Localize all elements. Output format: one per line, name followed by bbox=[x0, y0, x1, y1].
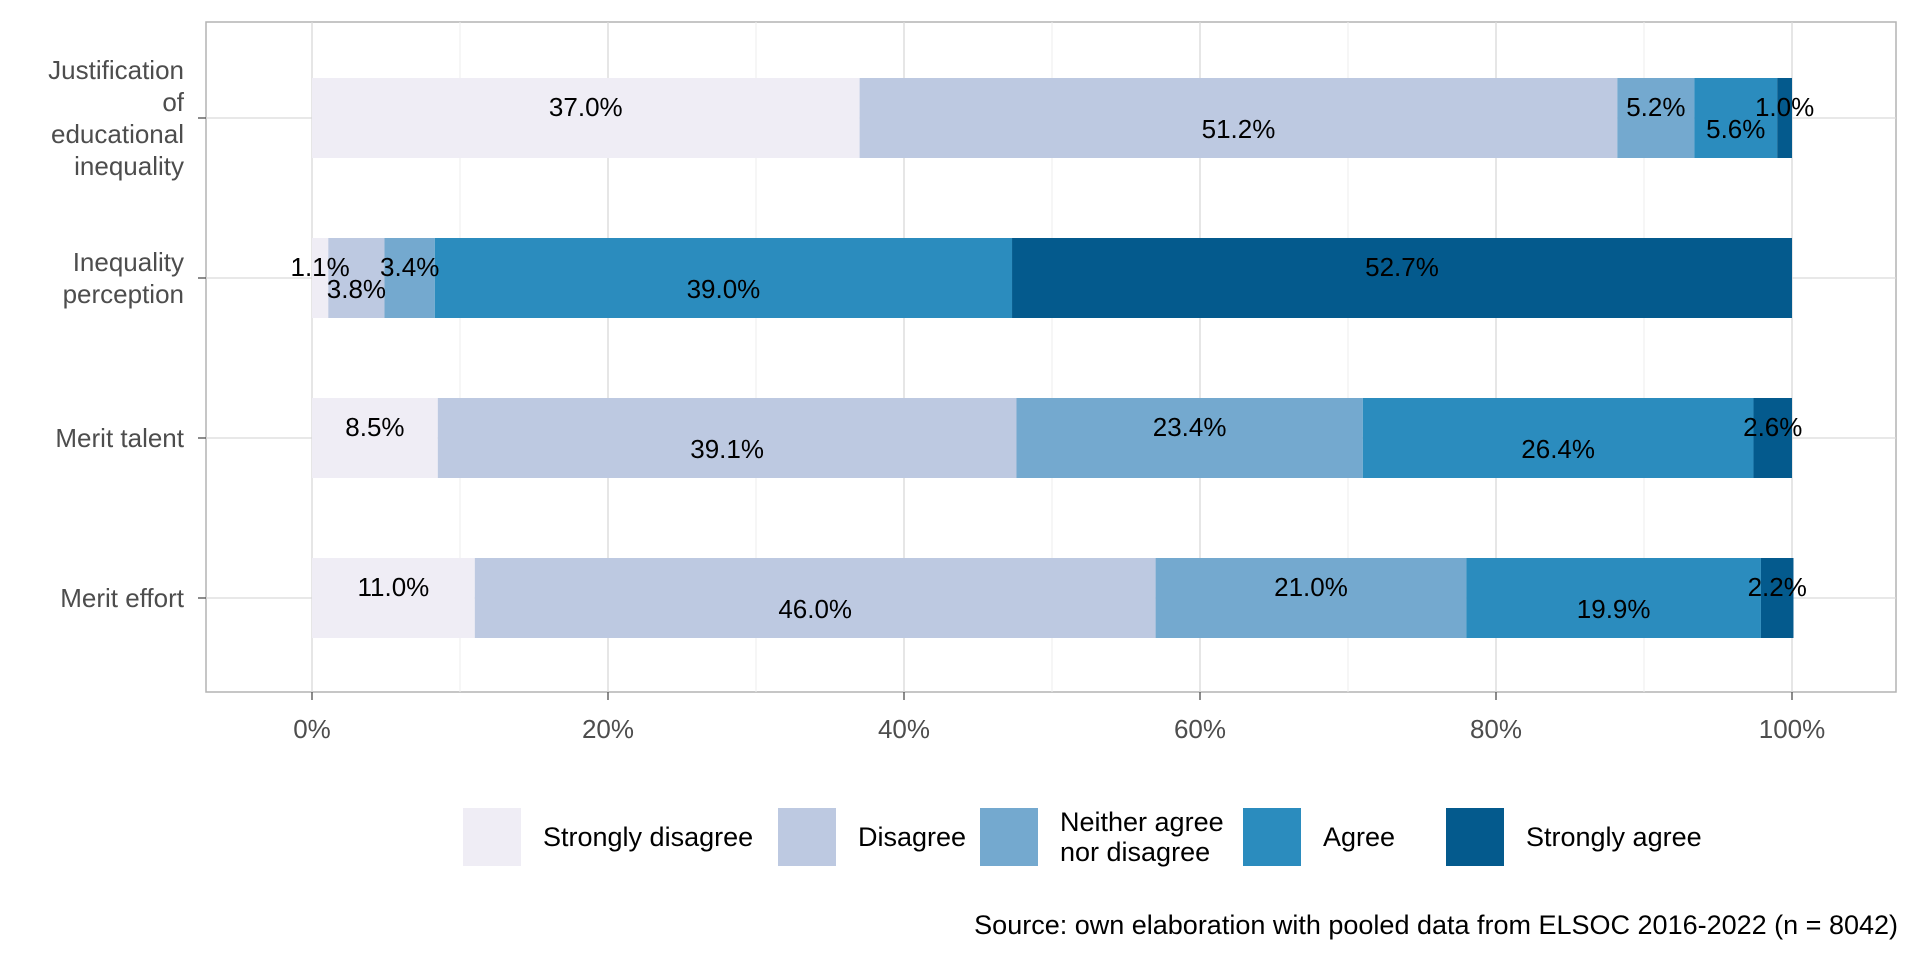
data-label: 23.4% bbox=[1153, 412, 1227, 442]
legend-label: Strongly agree bbox=[1526, 822, 1702, 852]
bar-segment bbox=[1777, 78, 1792, 158]
legend-key bbox=[980, 808, 1038, 866]
category-label-line: of bbox=[162, 87, 184, 117]
data-label: 1.1% bbox=[291, 252, 350, 282]
data-label: 2.6% bbox=[1743, 412, 1802, 442]
legend-key bbox=[1446, 808, 1504, 866]
bar-segment bbox=[1760, 558, 1794, 638]
x-tick-label: 100% bbox=[1759, 714, 1826, 744]
legend-label-line: nor disagree bbox=[1060, 837, 1210, 867]
x-tick-label: 20% bbox=[582, 714, 634, 744]
bar-segment bbox=[312, 238, 329, 318]
data-label: 51.2% bbox=[1202, 114, 1276, 144]
data-label: 39.1% bbox=[690, 434, 764, 464]
category-label: Merit talent bbox=[55, 423, 184, 453]
bars bbox=[312, 78, 1794, 638]
bar-segment bbox=[1694, 78, 1778, 158]
x-tick-label: 80% bbox=[1470, 714, 1522, 744]
data-label: 26.4% bbox=[1521, 434, 1595, 464]
legend-key bbox=[1243, 808, 1301, 866]
category-label-line: inequality bbox=[74, 151, 184, 181]
category-label-line: Merit talent bbox=[55, 423, 184, 453]
category-label: Justification of educational inequality bbox=[48, 55, 185, 181]
bar-segment bbox=[434, 238, 1013, 318]
legend-label: Neither agree nor disagree bbox=[1060, 807, 1224, 867]
bar-segment bbox=[312, 398, 438, 478]
legend-label: Agree bbox=[1323, 822, 1395, 852]
legend-label-line: Neither agree bbox=[1060, 807, 1224, 837]
source-caption: Source: own elaboration with pooled data… bbox=[974, 910, 1898, 940]
bar-segment bbox=[437, 398, 1017, 478]
bar-segment bbox=[474, 558, 1156, 638]
data-label: 5.2% bbox=[1626, 92, 1685, 122]
legend: Strongly disagree Disagree Neither agree no… bbox=[463, 807, 1702, 867]
legend-label-line: Disagree bbox=[858, 822, 966, 852]
category-label-line: Merit effort bbox=[60, 583, 185, 613]
legend-label-line: Strongly disagree bbox=[543, 822, 753, 852]
data-label: 37.0% bbox=[549, 92, 623, 122]
legend-label-line: Strongly agree bbox=[1526, 822, 1702, 852]
data-label: 21.0% bbox=[1274, 572, 1348, 602]
bar-segment bbox=[1362, 398, 1754, 478]
bar-segment bbox=[1753, 398, 1792, 478]
legend-key bbox=[463, 808, 521, 866]
bar-segment bbox=[1016, 398, 1363, 478]
x-tick-label: 0% bbox=[293, 714, 331, 744]
category-label: Inequality perception bbox=[63, 247, 184, 309]
data-label: 19.9% bbox=[1577, 594, 1651, 624]
bar-segment bbox=[1617, 78, 1695, 158]
y-axis-labels: Justification of educational inequality Ineq… bbox=[48, 55, 206, 613]
bar-segment bbox=[1466, 558, 1761, 638]
data-label: 5.6% bbox=[1706, 114, 1765, 144]
x-axis-ticks: 0% 20% 40% 60% 80% 100% bbox=[293, 692, 1825, 744]
category-label-line: educational bbox=[51, 119, 184, 149]
x-tick-label: 60% bbox=[1174, 714, 1226, 744]
category-label-line: perception bbox=[63, 279, 184, 309]
data-label: 52.7% bbox=[1365, 252, 1439, 282]
legend-key bbox=[778, 808, 836, 866]
legend-label-line: Agree bbox=[1323, 822, 1395, 852]
bar-segment bbox=[312, 558, 475, 638]
x-tick-label: 40% bbox=[878, 714, 930, 744]
data-label: 1.0% bbox=[1755, 92, 1814, 122]
legend-label: Disagree bbox=[858, 822, 966, 852]
bar-segment bbox=[1155, 558, 1467, 638]
data-label: 39.0% bbox=[687, 274, 761, 304]
legend-label: Strongly disagree bbox=[543, 822, 753, 852]
bar-segment bbox=[1012, 238, 1792, 318]
data-label: 11.0% bbox=[358, 572, 430, 602]
data-label: 8.5% bbox=[345, 412, 404, 442]
data-label: 3.8% bbox=[327, 274, 386, 304]
data-label: 46.0% bbox=[778, 594, 852, 624]
data-label: 2.2% bbox=[1748, 572, 1807, 602]
bar-segment bbox=[384, 238, 435, 318]
category-label-line: Inequality bbox=[73, 247, 184, 277]
category-label: Merit effort bbox=[60, 583, 185, 613]
bar-segment bbox=[328, 238, 385, 318]
category-label-line: Justification bbox=[48, 55, 184, 85]
data-labels: 37.0% 51.2% 5.2% 5.6%1.0% 1.1%3.8%3.4% 39.0% 5… bbox=[291, 92, 1815, 624]
data-label: 3.4% bbox=[380, 252, 439, 282]
bar-segment bbox=[859, 78, 1618, 158]
bar-segment bbox=[312, 78, 860, 158]
